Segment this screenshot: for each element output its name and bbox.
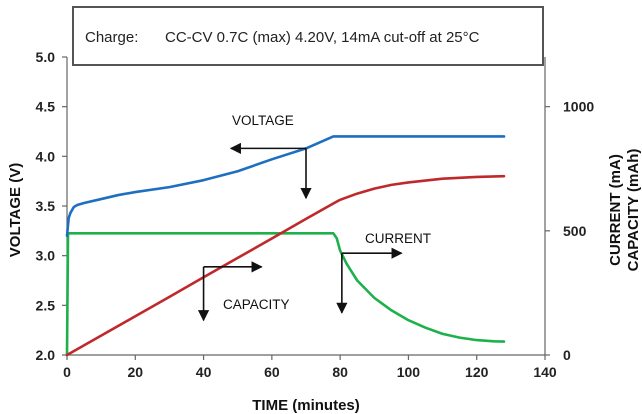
x-tick-label: 40 — [196, 364, 212, 380]
series-layer — [65, 135, 506, 357]
y-axis-right-title-capacity: CAPACITY (mAh) — [625, 149, 642, 272]
x-tick-label: 60 — [264, 364, 280, 380]
charge-condition-box — [72, 6, 544, 66]
capacity-annotation: CAPACITY — [223, 297, 290, 312]
x-tick-label: 100 — [397, 364, 421, 380]
charge-condition-text: CC-CV 0.7C (max) 4.20V, 14mA cut-off at … — [165, 29, 480, 46]
y-left-tick-label: 5.0 — [36, 49, 56, 65]
y-left-tick-label: 3.5 — [36, 198, 56, 214]
y-left-tick-label: 3.0 — [36, 248, 56, 264]
x-tick-label: 20 — [127, 364, 143, 380]
x-tick-label: 120 — [465, 364, 489, 380]
y-left-tick-label: 4.0 — [36, 148, 56, 164]
x-tick-label: 0 — [63, 364, 71, 380]
annotation-arrows — [197, 142, 403, 322]
y-axis-right-title-current: CURRENT (mA) — [607, 154, 624, 266]
x-tick-label: 80 — [332, 364, 348, 380]
y-left-tick-label: 2.5 — [36, 297, 56, 313]
y-right-tick-label: 500 — [563, 223, 587, 239]
current-series-line — [65, 232, 506, 357]
charge-label: Charge: — [85, 29, 138, 46]
y-right-tick-label: 1000 — [563, 99, 594, 115]
voltage-annotation: VOLTAGE — [232, 113, 294, 128]
current-annotation: CURRENT — [365, 231, 431, 246]
x-tick-label: 140 — [533, 364, 557, 380]
y-right-tick-label: 0 — [563, 347, 571, 363]
y-left-tick-label: 2.0 — [36, 347, 56, 363]
y-left-tick-label: 4.5 — [36, 99, 56, 115]
capacity-series-line — [65, 174, 506, 357]
y-axis-left-title: VOLTAGE (V) — [7, 163, 24, 257]
voltage-series-line — [65, 135, 506, 238]
x-axis-title: TIME (minutes) — [252, 397, 360, 414]
